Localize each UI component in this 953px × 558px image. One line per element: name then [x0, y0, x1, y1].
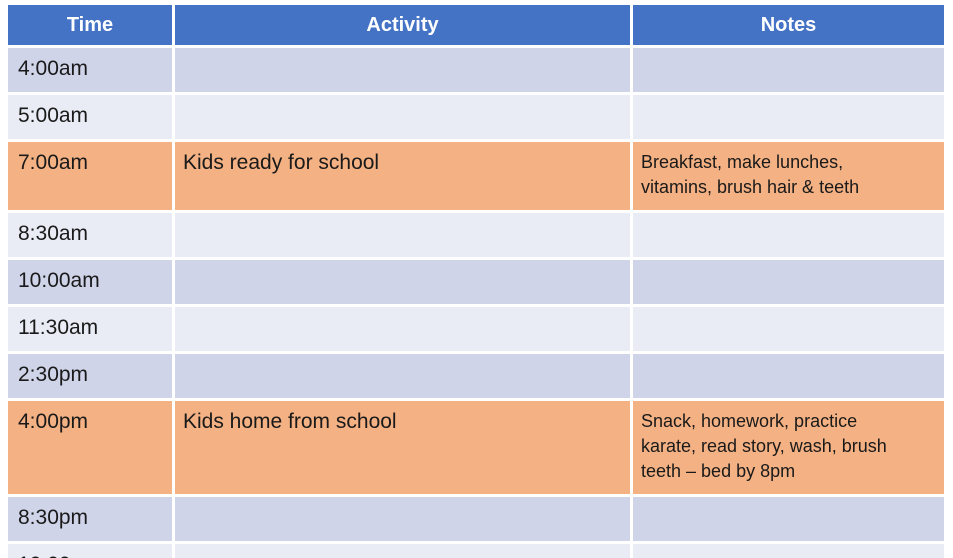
- notes-cell: [633, 48, 944, 92]
- time-cell: 11:30am: [8, 307, 172, 351]
- header-cell-notes: Notes: [633, 5, 944, 45]
- notes-cell: [633, 354, 944, 398]
- time-cell: 4:00am: [8, 48, 172, 92]
- notes-cell: Snack, homework, practice karate, read s…: [633, 401, 944, 494]
- schedule-table: Time Activity Notes 4:00am 5:00am 7:00am…: [8, 5, 944, 558]
- time-cell: 8:30am: [8, 213, 172, 257]
- activity-cell: [175, 544, 630, 558]
- notes-text: Breakfast, make lunches, vitamins, brush…: [641, 152, 860, 197]
- time-cell: 10:00am: [8, 260, 172, 304]
- activity-cell: [175, 307, 630, 351]
- notes-cell: [633, 497, 944, 541]
- activity-cell: [175, 213, 630, 257]
- notes-cell: [633, 95, 944, 139]
- schedule-grid: Time Activity Notes 4:00am 5:00am 7:00am…: [8, 5, 944, 558]
- time-cell: 2:30pm: [8, 354, 172, 398]
- activity-cell: Kids ready for school: [175, 142, 630, 210]
- activity-cell: [175, 260, 630, 304]
- notes-cell: [633, 213, 944, 257]
- activity-cell: [175, 95, 630, 139]
- notes-cell: [633, 307, 944, 351]
- time-cell: 7:00am: [8, 142, 172, 210]
- activity-cell: [175, 48, 630, 92]
- notes-cell: Breakfast, make lunches, vitamins, brush…: [633, 142, 944, 210]
- header-cell-activity: Activity: [175, 5, 630, 45]
- header-cell-time: Time: [8, 5, 172, 45]
- activity-cell: Kids home from school: [175, 401, 630, 494]
- notes-text: Snack, homework, practice karate, read s…: [641, 411, 887, 481]
- activity-cell: [175, 497, 630, 541]
- time-cell: 10:00pm: [8, 544, 172, 558]
- activity-cell: [175, 354, 630, 398]
- time-cell: 8:30pm: [8, 497, 172, 541]
- time-cell: 5:00am: [8, 95, 172, 139]
- time-cell: 4:00pm: [8, 401, 172, 494]
- notes-cell: [633, 544, 944, 558]
- notes-cell: [633, 260, 944, 304]
